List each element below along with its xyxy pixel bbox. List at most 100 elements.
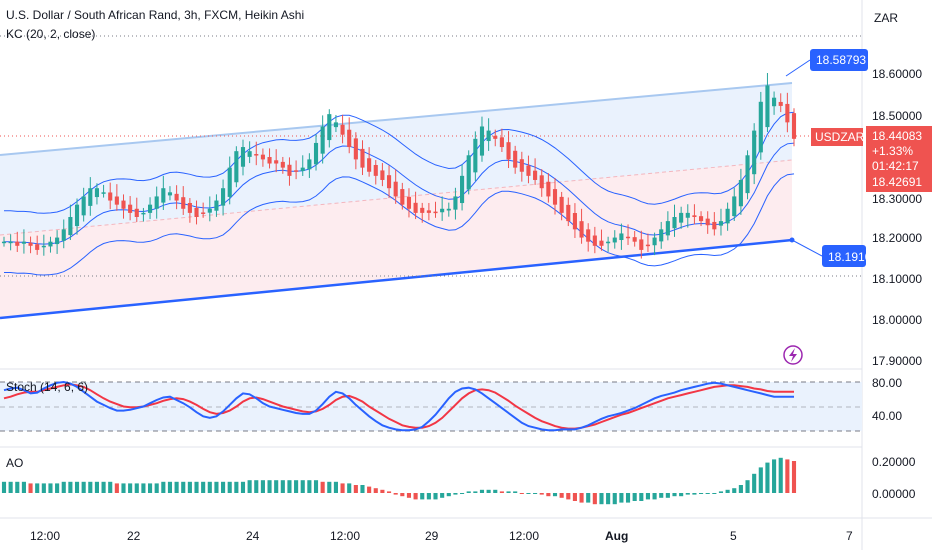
ao-bar <box>745 480 750 493</box>
channel-upper-line <box>0 82 793 156</box>
candle-body <box>433 211 438 214</box>
ao-bar <box>386 491 392 493</box>
candle-body <box>579 221 584 238</box>
ao-bar <box>254 480 259 493</box>
ao-bar <box>685 493 690 495</box>
candle-body <box>101 192 106 194</box>
candle-body <box>718 221 724 226</box>
ao-bar <box>167 481 173 493</box>
ao-bar <box>41 483 46 493</box>
ao-bar <box>785 459 790 493</box>
ao-bar <box>393 493 398 495</box>
ao-bar <box>340 483 345 493</box>
candle-body <box>672 217 677 229</box>
ao-bar <box>791 461 797 493</box>
candle-body <box>513 150 518 168</box>
candle-body <box>247 151 252 157</box>
price-label-box <box>866 126 932 192</box>
candle-body <box>486 130 491 142</box>
ao-bar <box>692 493 697 495</box>
candle-body <box>134 208 139 217</box>
ao-bar <box>154 483 159 493</box>
ao-bar <box>227 481 232 493</box>
ao-bar <box>778 457 783 493</box>
candle-body <box>386 175 392 189</box>
ao-bar <box>240 481 246 493</box>
lower-label-leader <box>791 239 823 257</box>
ao-bar <box>101 481 106 493</box>
ao-bar <box>35 483 40 493</box>
lightning-icon[interactable] <box>783 345 803 365</box>
ao-bar <box>533 493 538 494</box>
candle-body <box>280 161 285 168</box>
time-tick: 29 <box>425 529 439 543</box>
candle-body <box>552 189 558 205</box>
ao-bar <box>499 491 504 493</box>
stoch-tick: 40.00 <box>872 409 902 423</box>
ao-bar <box>174 481 179 493</box>
candle-body <box>141 212 146 215</box>
ao-bar <box>772 459 777 493</box>
ao-bar <box>526 493 531 494</box>
candle-body <box>679 212 684 223</box>
currency-label[interactable]: ZAR <box>874 11 898 25</box>
ao-bar <box>28 483 33 493</box>
candle-body <box>121 200 126 209</box>
candle-body <box>167 192 173 196</box>
ao-bar <box>493 489 498 493</box>
candle-body <box>685 212 690 218</box>
time-tick: 24 <box>246 529 260 543</box>
candle-body <box>88 188 93 206</box>
price-label: 18.44083 <box>872 129 922 143</box>
candle-body <box>725 208 730 224</box>
candle-body <box>473 138 478 173</box>
candle-body <box>294 170 299 172</box>
ao-bar <box>612 493 617 505</box>
ao-bar <box>234 481 239 493</box>
ao-bar <box>625 493 631 503</box>
candle-body <box>772 97 777 107</box>
ao-bar <box>572 493 577 501</box>
ao-bar <box>214 481 219 493</box>
ao-bar <box>679 493 684 497</box>
candle-body <box>559 196 564 213</box>
candle-body <box>234 151 239 183</box>
awesome-oscillator <box>1 457 797 505</box>
ao-bar <box>181 481 186 493</box>
upper-label-box <box>810 49 868 71</box>
ao-bar <box>440 493 445 498</box>
ao-bar <box>699 493 704 494</box>
indicator-label: KC (20, 2, close) <box>6 27 95 41</box>
candle-body <box>599 240 604 246</box>
candle-body <box>606 241 611 244</box>
price-tick: 18.00000 <box>872 313 922 327</box>
ao-bar <box>413 493 418 500</box>
candle-body <box>625 236 631 239</box>
candle-body <box>147 204 153 213</box>
ao-bar <box>586 493 591 503</box>
ao-bar <box>519 493 524 494</box>
candle-body <box>227 167 232 197</box>
candle-body <box>446 208 451 211</box>
ao-bar <box>134 483 139 493</box>
ao-bar <box>506 491 511 493</box>
candle-body <box>114 196 119 205</box>
ao-bar <box>114 483 119 493</box>
ao-bar <box>1 481 7 493</box>
ao-bar <box>453 493 458 495</box>
candle-body <box>380 170 385 180</box>
stochastic <box>3 380 794 432</box>
regression-channel <box>0 82 795 320</box>
time-tick: 12:00 <box>330 529 360 543</box>
candle-body <box>652 237 657 246</box>
candle-body <box>632 237 637 242</box>
ao-bar <box>15 481 20 493</box>
ao-bar <box>433 493 438 500</box>
candle-body <box>327 114 332 141</box>
candle-body <box>493 135 498 139</box>
candle-body <box>21 241 26 244</box>
ao-bar <box>88 481 93 493</box>
candle-body <box>426 210 431 213</box>
ao-bar <box>705 493 710 494</box>
candle-body <box>765 85 770 128</box>
